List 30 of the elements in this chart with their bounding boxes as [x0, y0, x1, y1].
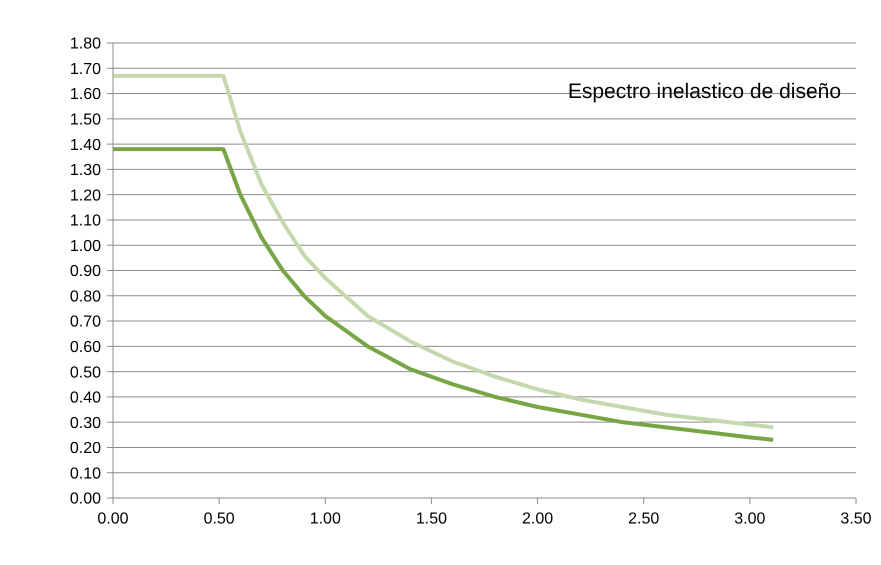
y-tick-label: 1.40 [70, 136, 102, 154]
x-tick-label: 0.50 [204, 510, 235, 528]
x-tick-label: 1.00 [310, 510, 341, 528]
y-tick-label: 1.10 [70, 212, 102, 230]
y-tick-label: 0.90 [70, 263, 102, 280]
annotation: Espectro inelastico de diseño [568, 80, 841, 104]
x-tick-label: 1.50 [416, 510, 448, 528]
x-tick-label: 3.00 [734, 510, 766, 528]
y-tick-label: 0.10 [70, 465, 102, 482]
x-tick-label: 0.00 [97, 510, 129, 528]
y-tick-label: 0.50 [70, 364, 102, 382]
y-tick-label: 0.60 [70, 339, 102, 356]
y-tick-label: 1.60 [70, 86, 102, 104]
y-tick-label: 0.20 [70, 440, 102, 458]
line-series [113, 147, 776, 442]
y-tick-label: 0.30 [70, 414, 102, 432]
y-tick-label: 1.20 [70, 187, 102, 204]
y-tick-label: 1.30 [70, 162, 102, 180]
x-tick-label: 3.50 [840, 510, 872, 528]
y-tick-label: 0.40 [70, 390, 102, 407]
line-series [113, 74, 776, 430]
y-tick-label: 1.50 [70, 112, 102, 129]
y-tick-label: 1.80 [70, 36, 102, 53]
y-tick-label: 0.80 [70, 288, 102, 306]
y-tick-label: 0.00 [70, 490, 102, 508]
y-tick-label: 0.70 [70, 314, 102, 331]
x-tick-label: 2.00 [522, 510, 554, 528]
x-tick-label: 2.50 [628, 510, 660, 528]
y-tick-label: 1.00 [70, 238, 102, 255]
y-tick-label: 1.70 [70, 60, 102, 78]
